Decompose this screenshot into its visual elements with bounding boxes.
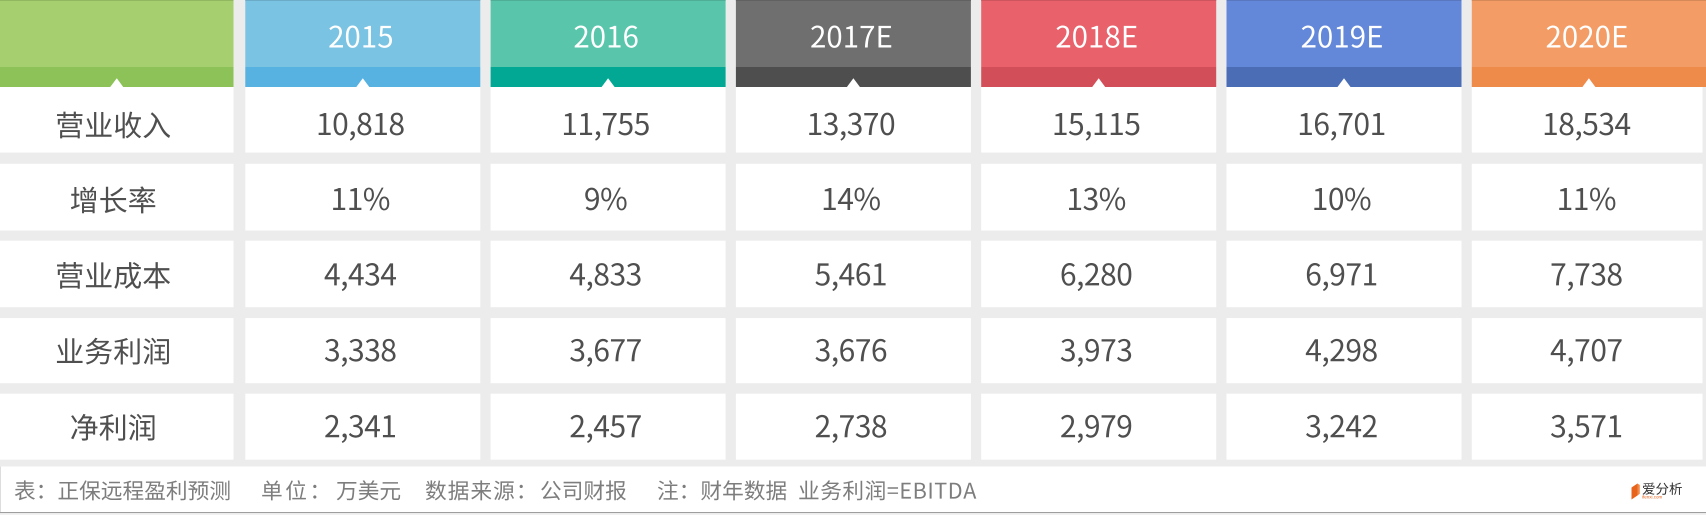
svg-text:ifenxi.com: ifenxi.com <box>1642 495 1663 500</box>
